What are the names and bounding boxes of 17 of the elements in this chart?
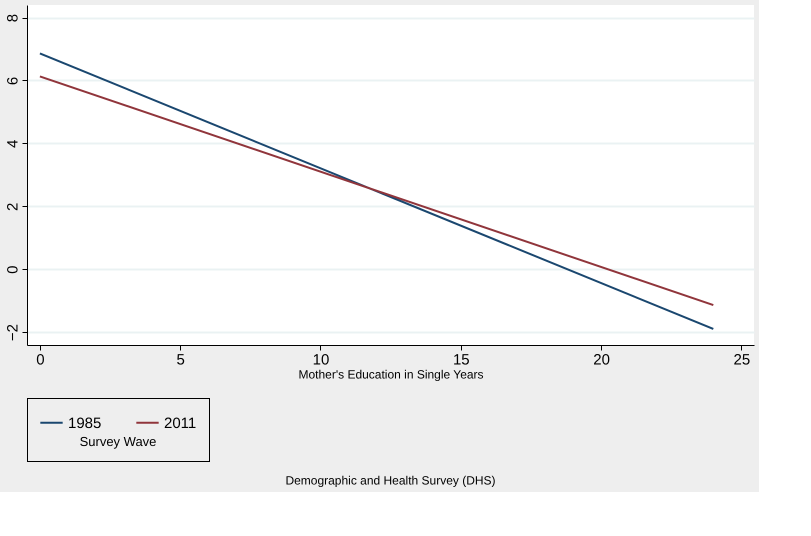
y-tick-label: 0 <box>4 266 22 274</box>
x-tick-label: 20 <box>593 352 610 368</box>
x-tick-label: 15 <box>452 352 470 368</box>
legend-label: 1985 <box>68 414 102 432</box>
x-tick-label: 25 <box>734 352 750 368</box>
x-tick-label: 0 <box>36 352 45 368</box>
text: Demographic and Health Survey (DHS) <box>285 474 496 488</box>
legend-title: Survey Wave <box>80 434 156 449</box>
y-tick-label: 4 <box>4 140 22 148</box>
legend-label: 2011 <box>164 414 196 432</box>
y-tick-label: 8 <box>4 14 22 22</box>
x-axis-title: Mother's Education in Single Years <box>298 368 484 382</box>
y-tick-label: −2 <box>4 324 22 342</box>
x-tick-label: 5 <box>176 352 185 368</box>
x-tick-label: 10 <box>312 352 330 368</box>
y-tick-label: 2 <box>4 202 22 211</box>
y-tick-label: 6 <box>4 76 22 86</box>
